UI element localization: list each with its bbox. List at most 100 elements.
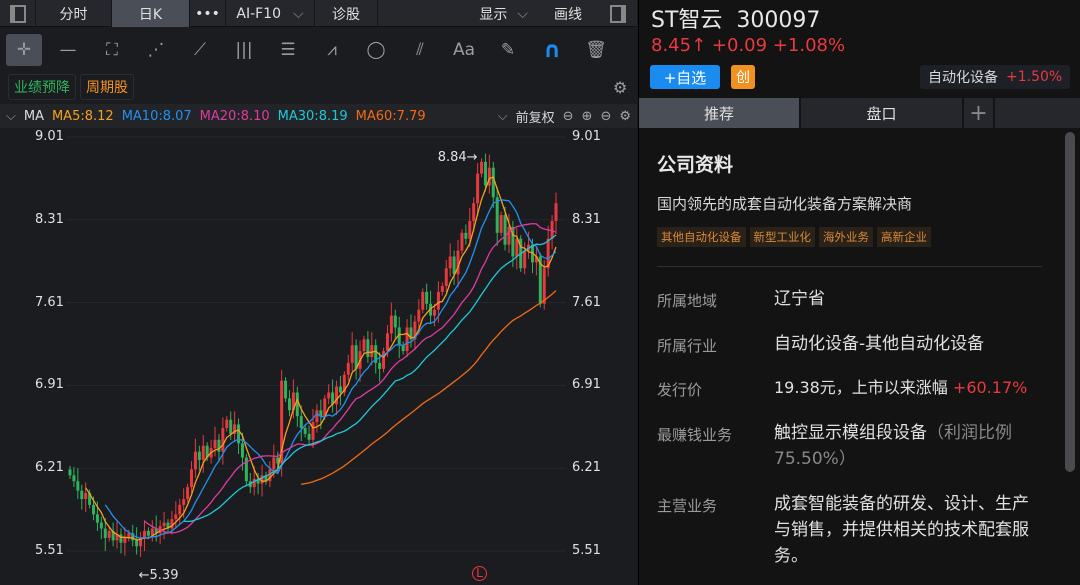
candle-body: [146, 530, 150, 536]
candle-body: [119, 534, 123, 543]
candle-body: [421, 291, 425, 310]
candle-body: [401, 345, 405, 352]
info-key: 所属行业: [657, 337, 718, 355]
wave-icon[interactable]: ⩘: [327, 40, 337, 60]
candle-body: [448, 256, 452, 269]
y-tick-right: 7.61: [572, 294, 601, 310]
tag-cyclical[interactable]: 周期股: [80, 74, 134, 100]
candle-body: [174, 514, 178, 520]
line-icon[interactable]: —: [59, 40, 77, 60]
candle-body: [95, 514, 99, 523]
candle-body: [382, 351, 386, 369]
candle-body: [385, 333, 389, 352]
fan-icon[interactable]: ⋰: [147, 40, 165, 60]
candle-body: [342, 374, 346, 393]
candle-body: [205, 445, 209, 458]
more-button[interactable]: •••: [190, 0, 226, 27]
candle-body: [480, 161, 484, 174]
tab-recommend[interactable]: 推荐: [639, 98, 801, 128]
concept-tag[interactable]: 高新企业: [877, 227, 931, 247]
candle-body: [523, 250, 527, 269]
drawing-toolbar: ✛ — ⛶ ⋰ ⟋ ||| ☰ ⩘ ◯ ⫽ Aa ✎ ∩ 🗑: [0, 28, 637, 72]
ma-legend: ⌵ MA MA5:8.12 MA10:8.07 MA20:8.10 MA30:8…: [0, 104, 637, 128]
draw-button[interactable]: 画线: [554, 6, 582, 23]
candle-body: [429, 303, 433, 316]
zoom-out-icon[interactable]: ⊖: [600, 108, 612, 124]
rect-icon[interactable]: ⛶: [106, 40, 118, 60]
circle-icon[interactable]: ◯: [366, 40, 386, 60]
gear-icon[interactable]: ⚙: [619, 108, 631, 124]
stock-info-panel: ST智云 300097 8.45↑ +0.09 +1.08% +自选 创 自动化…: [638, 0, 1080, 585]
display-dropdown[interactable]: 显示 ⌵: [378, 0, 538, 27]
y-tick-right: 6.21: [572, 460, 601, 476]
candle-body: [534, 256, 538, 263]
chevron-down-icon[interactable]: ⌵: [6, 108, 16, 124]
scrollbar[interactable]: [1065, 132, 1075, 472]
segment-icon[interactable]: ⟋: [194, 40, 206, 60]
candle-body: [213, 439, 217, 449]
eraser-icon[interactable]: ✎: [500, 40, 516, 60]
candle-body: [507, 226, 511, 245]
candle-body: [233, 424, 237, 434]
chevron-down-icon[interactable]: ⌵: [497, 108, 508, 124]
tab-timeshare[interactable]: 分时: [36, 0, 112, 27]
top-tabs: 分时 日K ••• AI-F10 ⌵ 诊股 显示 ⌵ 画线: [0, 0, 637, 27]
stock-change-pct: +1.08%: [772, 35, 846, 56]
candle-body: [303, 427, 307, 434]
profit-ratio: （利润比例75.50%）: [774, 423, 1012, 469]
concept-tag[interactable]: 其他自动化设备: [657, 227, 746, 247]
candle-body: [378, 362, 382, 369]
pitchfork-icon[interactable]: ⫽: [416, 40, 424, 60]
gear-icon[interactable]: ⚙: [613, 78, 628, 97]
y-tick-right: 6.91: [572, 377, 601, 393]
tag-earnings-decline[interactable]: 业绩预降: [8, 74, 76, 100]
sector-name: 自动化设备: [928, 70, 998, 86]
candle-body: [389, 315, 393, 334]
sector-badge[interactable]: 自动化设备 +1.50%: [920, 65, 1071, 89]
move-icon[interactable]: ✛: [6, 34, 42, 66]
candle-body: [252, 478, 256, 488]
vlines-icon[interactable]: |||: [235, 40, 253, 60]
concept-tag[interactable]: 海外业务: [819, 227, 873, 247]
concept-tag[interactable]: 新型工业化: [749, 227, 815, 247]
add-watchlist-button[interactable]: +自选: [650, 65, 720, 89]
candle-body: [182, 498, 186, 505]
candle-body: [433, 309, 436, 316]
info-key: 发行价: [657, 381, 703, 399]
info-row-top-business: 最赚钱业务 触控显示模组段设备（利润比例75.50%）: [657, 423, 1047, 472]
tab-daily-k[interactable]: 日K: [112, 0, 190, 27]
panel-toggle-right-icon[interactable]: [598, 0, 637, 27]
chinext-badge: 创: [731, 65, 755, 89]
tab-ai-f10[interactable]: AI-F10 ⌵: [226, 0, 315, 27]
tab-ai-f10-label: AI-F10: [236, 5, 281, 22]
candle-body: [393, 315, 397, 328]
text-aa-icon[interactable]: Aa: [452, 40, 476, 60]
zoom-in-icon[interactable]: ⊕: [581, 108, 593, 124]
text-g-icon[interactable]: ☰: [280, 40, 296, 60]
ma20-value: MA20:8.10: [199, 108, 270, 124]
collapse-icon[interactable]: ⊖: [562, 108, 574, 124]
stock-title: ST智云 300097: [651, 2, 820, 34]
candle-body: [546, 238, 550, 269]
magnet-icon[interactable]: ∩: [543, 37, 561, 63]
trash-icon[interactable]: 🗑: [585, 40, 607, 60]
candle-body: [166, 522, 170, 529]
adjust-dropdown[interactable]: 前复权: [515, 110, 555, 126]
add-tab-button[interactable]: +: [964, 98, 995, 128]
candle-body: [229, 419, 233, 434]
candle-body: [240, 443, 244, 458]
candle-body: [170, 519, 174, 529]
candle-body: [327, 392, 331, 399]
candle-body: [225, 419, 229, 428]
ma5-line: [85, 176, 557, 541]
candle-body: [88, 493, 92, 505]
ma-label[interactable]: MA: [23, 108, 44, 124]
candle-body: [72, 475, 76, 482]
info-value: 触控显示模组段设备: [774, 423, 927, 443]
candlestick-chart[interactable]: 8.84→ ←5.39: [0, 128, 637, 585]
tab-diagnose[interactable]: 诊股: [315, 0, 378, 27]
candle-body: [299, 416, 303, 428]
panel-toggle-left-icon[interactable]: [0, 0, 36, 27]
info-row-main-business: 主营业务 成套智能装备的研发、设计、生产与销售，并提供相关的技术配套服务。: [657, 494, 1047, 569]
tab-orderbook[interactable]: 盘口: [801, 98, 964, 128]
